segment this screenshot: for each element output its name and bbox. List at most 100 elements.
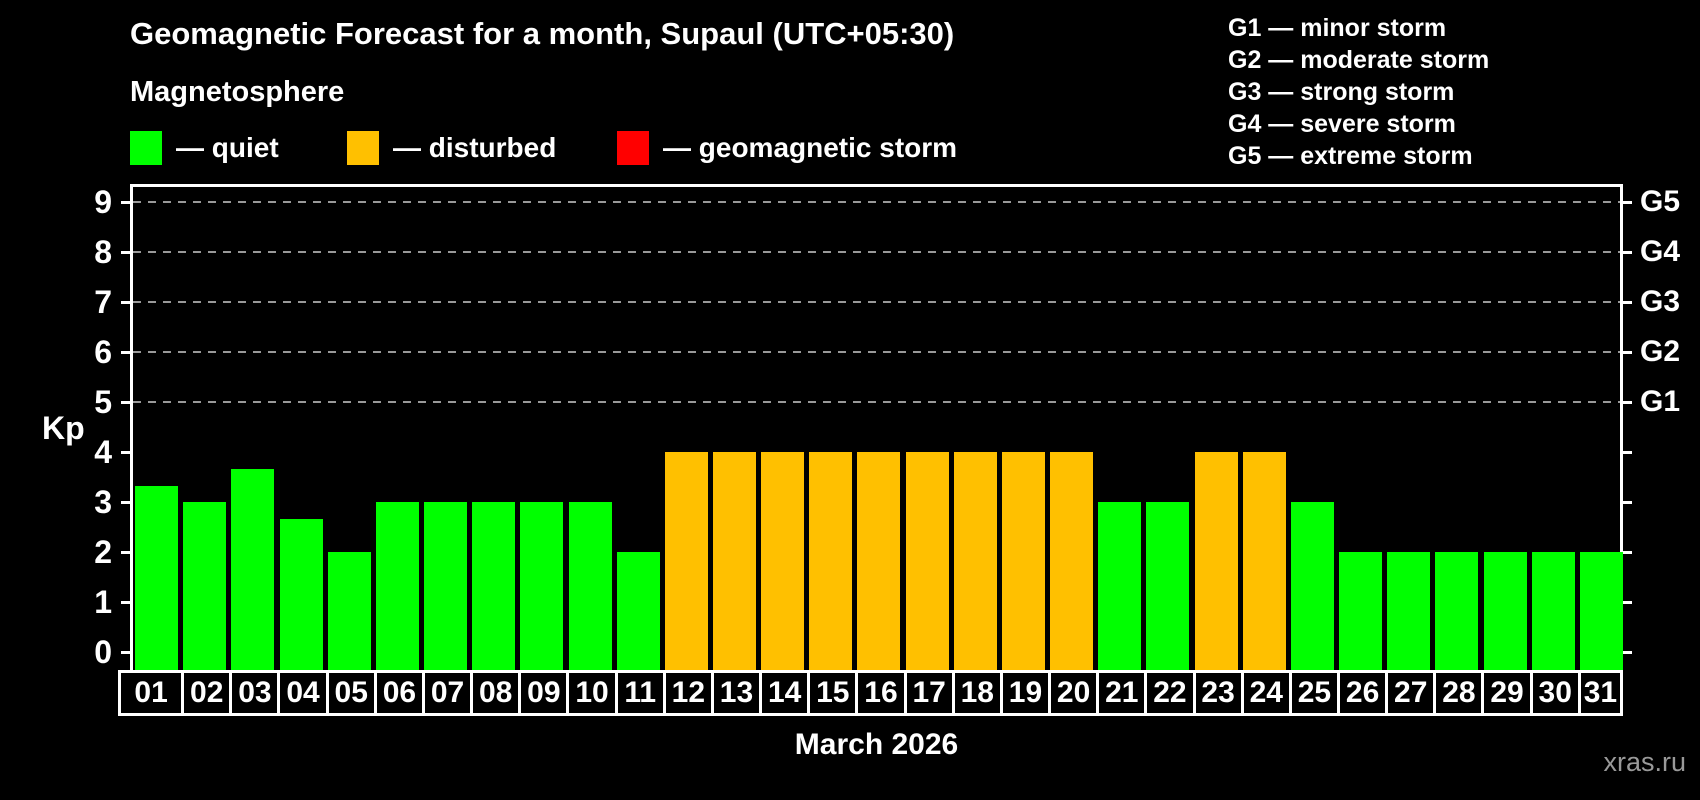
day-cell-15: 15 [807, 670, 859, 716]
kp-bar-day-15 [809, 452, 853, 670]
kp-bar-day-07 [424, 502, 468, 670]
y-axis-tick-left-5 [121, 400, 130, 404]
y-axis-tick-left-4 [121, 450, 130, 454]
day-label-24: 24 [1249, 676, 1283, 709]
day-label-17: 17 [912, 676, 946, 709]
gridline-kp-6 [133, 351, 1620, 353]
kp-bar-day-27 [1387, 552, 1431, 670]
kp-bar-day-17 [905, 452, 949, 670]
day-cell-18: 18 [951, 670, 1003, 716]
legend-label-disturbed: — disturbed [393, 132, 557, 163]
day-label-19: 19 [1008, 676, 1043, 709]
y-axis-tick-left-2 [121, 550, 130, 554]
day-cell-20: 20 [1048, 670, 1100, 716]
day-label-12: 12 [671, 676, 706, 709]
y-axis-tick-right-1 [1623, 600, 1632, 604]
day-cell-08: 08 [470, 670, 522, 716]
y-tick-label-3: 3 [94, 484, 112, 520]
legend-item-storm: — geomagnetic storm [617, 130, 957, 166]
day-cell-13: 13 [710, 670, 763, 716]
day-cell-31: 31 [1577, 670, 1623, 716]
kp-bar-day-14 [761, 452, 805, 670]
day-label-27: 27 [1394, 676, 1428, 709]
day-cell-09: 09 [518, 670, 570, 716]
day-cell-02: 02 [181, 670, 233, 716]
right-axis-label-G1: G1 [1640, 385, 1681, 418]
y-axis-tick-left-1 [121, 600, 130, 604]
day-label-25: 25 [1297, 676, 1332, 709]
watermark: xras.ru [1603, 747, 1686, 777]
y-axis-tick-right-7 [1623, 300, 1632, 304]
day-cell-12: 12 [662, 670, 714, 716]
day-label-03: 03 [238, 676, 272, 709]
day-label-15: 15 [816, 676, 850, 709]
day-axis-row: 01 02 03 04 05 06 07 08 09 10 11 12 13 14 15 16 17 18 19 20… [118, 670, 1623, 716]
y-axis-tick-right-6 [1623, 350, 1632, 354]
kp-bar-day-24 [1242, 452, 1286, 670]
day-label-23: 23 [1201, 676, 1235, 709]
kp-bar-day-29 [1483, 552, 1527, 670]
kp-bar-day-26 [1339, 552, 1383, 670]
x-axis-title: March 2026 [794, 728, 959, 761]
y-axis-tick-left-7 [121, 300, 130, 304]
day-cell-03: 03 [229, 670, 281, 716]
day-cell-24: 24 [1240, 670, 1292, 716]
right-axis-label-G2: G2 [1640, 335, 1681, 368]
gridline-kp-5 [133, 401, 1620, 403]
kp-bar-day-31 [1579, 552, 1623, 670]
y-tick-label-1: 1 [94, 584, 112, 620]
kp-bar-day-10 [568, 502, 612, 670]
kp-bar-day-04 [279, 518, 323, 670]
kp-bar-day-28 [1435, 552, 1479, 670]
kp-bar-day-16 [857, 452, 901, 670]
day-cell-14: 14 [759, 670, 811, 716]
y-tick-label-9: 9 [94, 184, 112, 220]
y-axis-tick-right-3 [1623, 500, 1632, 504]
y-tick-label-0: 0 [94, 634, 112, 670]
day-cell-23: 23 [1192, 670, 1244, 716]
day-cell-19: 19 [999, 670, 1052, 716]
day-label-31: 31 [1583, 676, 1618, 709]
day-label-11: 11 [624, 676, 657, 709]
day-label-07: 07 [430, 676, 465, 709]
y-axis-tick-left-9 [121, 200, 130, 204]
day-label-26: 26 [1345, 676, 1380, 709]
y-axis-tick-right-5 [1623, 400, 1632, 404]
kp-bar-day-11 [616, 552, 660, 670]
legend-swatch-storm [617, 131, 649, 165]
day-label-01: 01 [134, 676, 168, 709]
legend-item-quiet: — quiet [130, 130, 279, 166]
chart-title: Geomagnetic Forecast for a month, Supaul… [130, 16, 955, 51]
day-label-21: 21 [1105, 676, 1139, 709]
chart-subtitle: Magnetosphere [130, 76, 345, 108]
day-label-30: 30 [1538, 676, 1572, 709]
storm-scale-item: G2 — moderate storm [1228, 46, 1490, 74]
y-axis-tick-left-8 [121, 250, 130, 254]
kp-bar-day-22 [1146, 502, 1190, 670]
day-cell-06: 06 [373, 670, 425, 716]
day-cell-16: 16 [855, 670, 907, 716]
kp-bar-day-08 [472, 502, 516, 670]
day-cell-01: 01 [118, 670, 185, 716]
day-cell-07: 07 [421, 670, 474, 716]
y-axis-tick-left-0 [121, 650, 130, 654]
kp-bar-day-30 [1531, 552, 1575, 670]
kp-bar-day-12 [664, 452, 708, 670]
day-label-29: 29 [1490, 676, 1524, 709]
legend-item-disturbed: — disturbed [347, 130, 556, 166]
kp-bar-day-18 [953, 452, 997, 670]
day-label-22: 22 [1153, 676, 1187, 709]
day-label-08: 08 [479, 676, 513, 709]
day-cell-27: 27 [1385, 670, 1437, 716]
kp-bar-day-25 [1290, 502, 1334, 670]
day-cell-10: 10 [566, 670, 618, 716]
day-cell-11: 11 [614, 670, 666, 716]
y-axis-tick-right-9 [1623, 200, 1632, 204]
storm-scale-item: G1 — minor storm [1228, 14, 1447, 42]
day-cell-21: 21 [1096, 670, 1148, 716]
day-label-10: 10 [575, 676, 609, 709]
kp-bar-day-23 [1194, 452, 1238, 670]
day-label-18: 18 [960, 676, 994, 709]
day-cell-22: 22 [1144, 670, 1196, 716]
